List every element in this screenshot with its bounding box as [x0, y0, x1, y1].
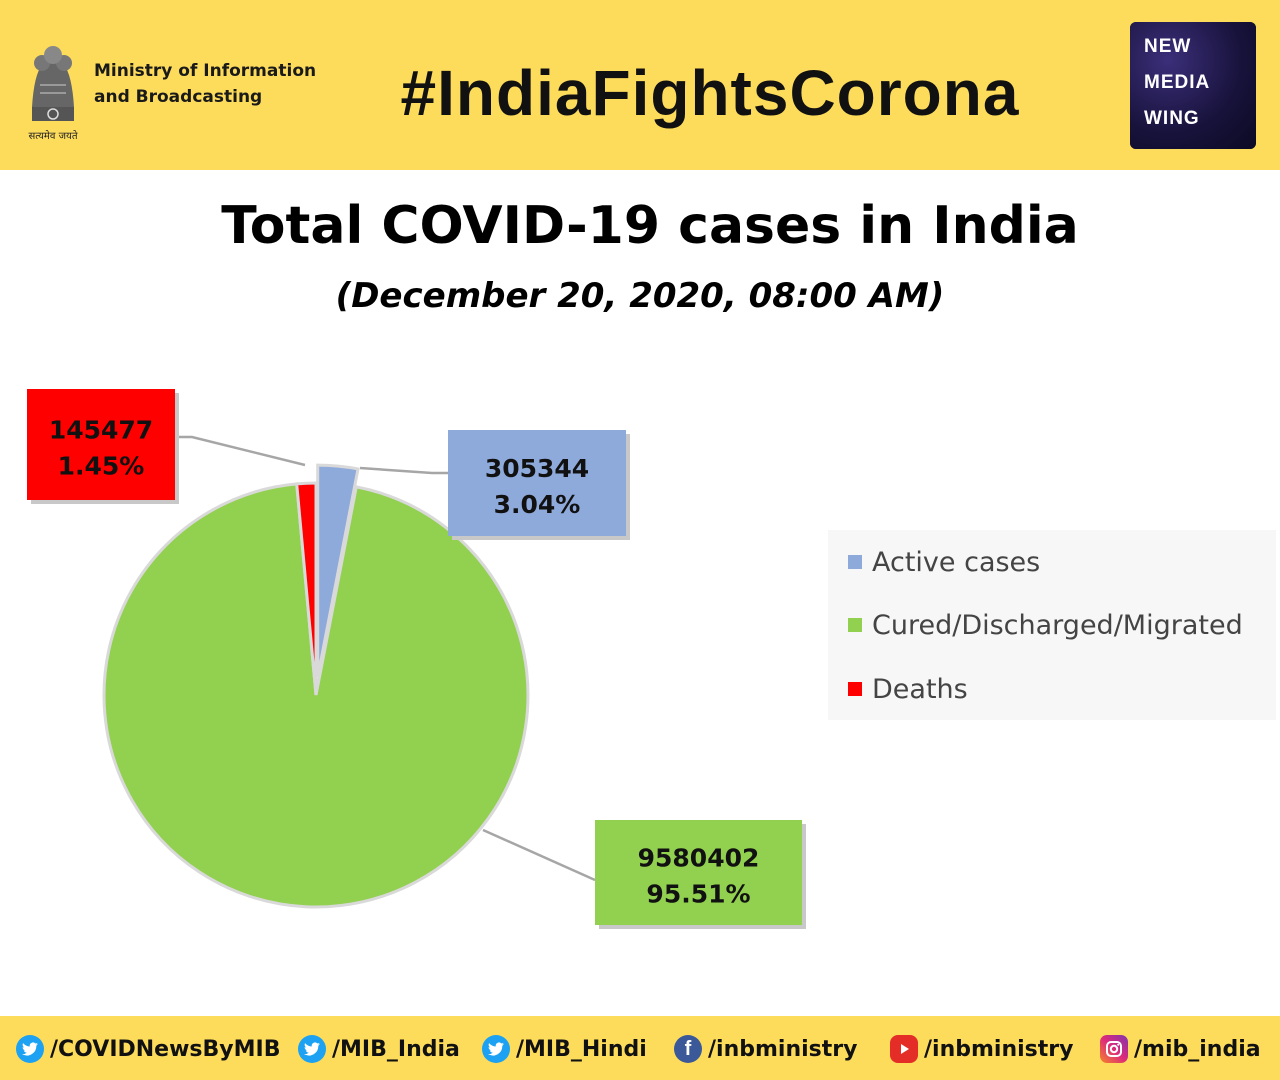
legend-label-cured: Cured/Discharged/Migrated	[872, 609, 1243, 641]
ministry-name: Ministry of Information and Broadcasting	[94, 58, 316, 110]
twitter-icon	[16, 1035, 44, 1063]
data-label-active: 305344 3.04%	[448, 430, 630, 540]
pie-slice-active	[316, 463, 360, 678]
social-handle-text: /MIB_Hindi	[516, 1036, 647, 1062]
data-label-percent: 3.04%	[494, 490, 581, 519]
social-link-youtube[interactable]: /inbministry	[890, 1032, 1073, 1066]
leader-line-deaths	[175, 435, 306, 467]
facebook-icon: f	[674, 1035, 702, 1063]
logo-line-2: MEDIA	[1144, 72, 1211, 93]
data-label-deaths: 145477 1.45%	[27, 389, 179, 504]
pie-slice-deaths	[295, 481, 318, 696]
new-media-wing-logo: NEW MEDIA WING	[1130, 22, 1256, 149]
twitter-icon	[482, 1035, 510, 1063]
chart-subtitle: (December 20, 2020, 08:00 AM)	[335, 276, 945, 316]
legend-item-active: Active cases	[848, 546, 1041, 578]
instagram-icon	[1100, 1035, 1128, 1063]
pie-chart: 305344 3.04% 9580402 95.51% 145477 1.45%	[27, 389, 806, 929]
data-label-value: 145477	[49, 416, 153, 445]
national-emblem-icon	[32, 46, 74, 121]
chart-title: Total COVID-19 cases in India	[221, 196, 1079, 256]
data-label-percent: 95.51%	[646, 880, 750, 909]
social-handle-text: /mib_india	[1134, 1036, 1261, 1062]
social-link-facebook[interactable]: f /inbministry	[674, 1032, 857, 1066]
header-banner: सत्यमेव जयते Ministry of Information and…	[0, 0, 1280, 170]
data-label-cured: 9580402 95.51%	[595, 820, 806, 929]
leader-line-active	[359, 466, 448, 475]
social-handle-text: /inbministry	[924, 1036, 1074, 1062]
logo-line-1: NEW	[1144, 36, 1192, 57]
legend-swatch-cured	[848, 618, 862, 632]
footer-social-bar: /COVIDNewsByMIB /MIB_India /MIB_Hindi f …	[0, 1016, 1280, 1080]
social-link-twitter-covidnews[interactable]: /COVIDNewsByMIB	[16, 1032, 280, 1066]
data-label-value: 9580402	[638, 844, 760, 873]
leader-line-cured	[482, 828, 596, 882]
chart-legend: Active cases Cured/Discharged/Migrated D…	[828, 530, 1276, 720]
pie-slice-cured	[102, 482, 530, 909]
legend-item-cured: Cured/Discharged/Migrated	[848, 609, 1243, 641]
youtube-icon	[890, 1035, 918, 1063]
twitter-icon	[298, 1035, 326, 1063]
data-label-percent: 1.45%	[58, 452, 145, 481]
legend-swatch-deaths	[848, 682, 862, 696]
social-handle-text: /COVIDNewsByMIB	[50, 1036, 281, 1062]
social-link-instagram[interactable]: /mib_india	[1100, 1032, 1261, 1066]
social-handle-text: /inbministry	[708, 1036, 858, 1062]
logo-line-3: WING	[1144, 108, 1200, 129]
social-link-twitter-mib-india[interactable]: /MIB_India	[298, 1032, 460, 1066]
legend-label-active: Active cases	[872, 546, 1041, 578]
data-label-value: 305344	[485, 454, 589, 483]
legend-item-deaths: Deaths	[848, 673, 968, 705]
ministry-line-1: Ministry of Information	[94, 61, 317, 81]
social-link-twitter-mib-hindi[interactable]: /MIB_Hindi	[482, 1032, 647, 1066]
legend-swatch-active	[848, 555, 862, 569]
legend-label-deaths: Deaths	[872, 673, 968, 705]
hashtag-title: #IndiaFightsCorona	[400, 57, 1020, 129]
social-handle-text: /MIB_India	[332, 1036, 460, 1062]
ministry-line-2: and Broadcasting	[94, 87, 263, 107]
emblem-motto: सत्यमेव जयते	[28, 131, 78, 142]
